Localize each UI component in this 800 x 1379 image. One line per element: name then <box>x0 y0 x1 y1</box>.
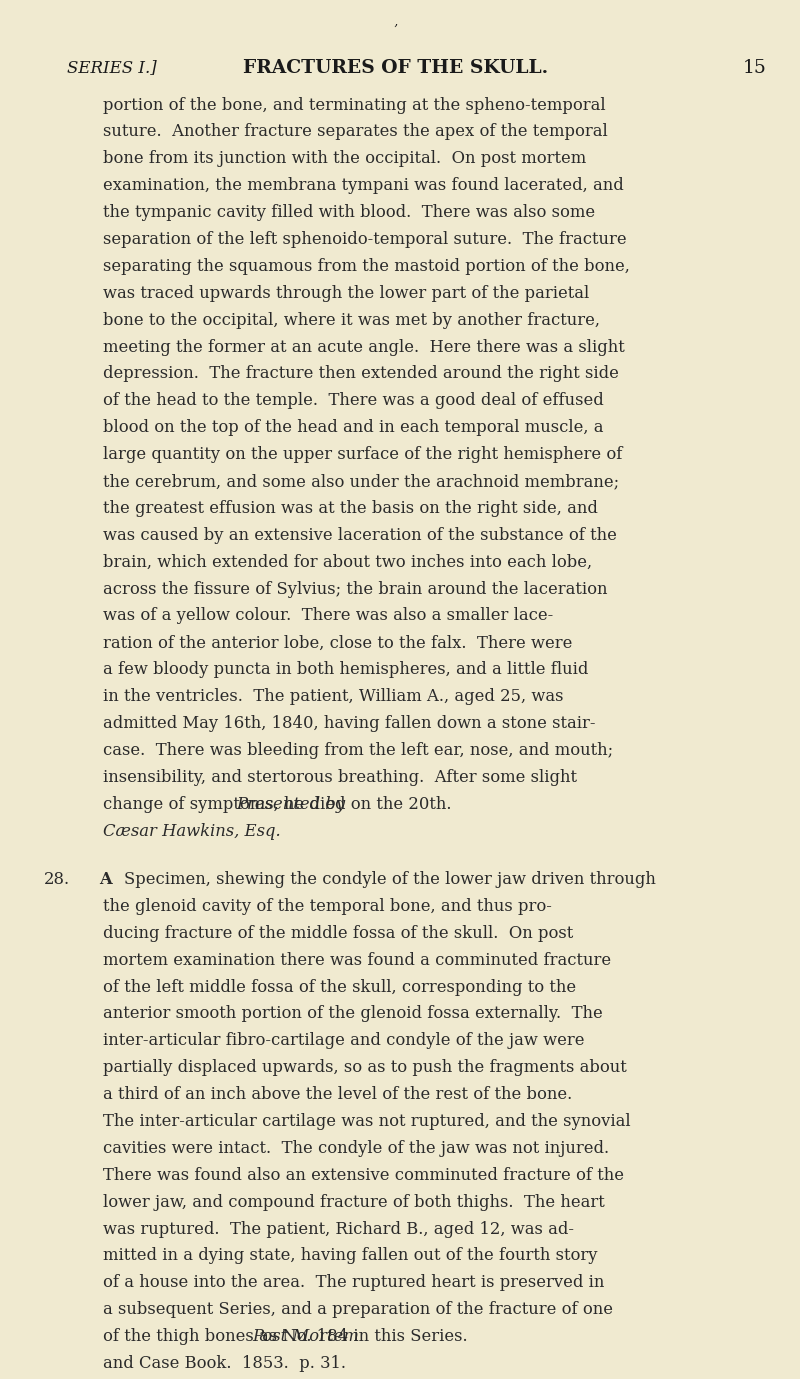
Text: insensibility, and stertorous breathing.  After some slight: insensibility, and stertorous breathing.… <box>103 768 577 786</box>
Text: inter-articular fibro-cartilage and condyle of the jaw were: inter-articular fibro-cartilage and cond… <box>103 1033 584 1049</box>
Text: of the thigh bones as No. 184 in this Series.: of the thigh bones as No. 184 in this Se… <box>103 1328 478 1345</box>
Text: admitted May 16th, 1840, having fallen down a stone stair-: admitted May 16th, 1840, having fallen d… <box>103 714 595 732</box>
Text: a subsequent Series, and a preparation of the fracture of one: a subsequent Series, and a preparation o… <box>103 1302 613 1318</box>
Text: A: A <box>99 872 111 888</box>
Text: Specimen, shewing the condyle of the lower jaw driven through: Specimen, shewing the condyle of the low… <box>124 872 656 888</box>
Text: partially displaced upwards, so as to push the fragments about: partially displaced upwards, so as to pu… <box>103 1059 626 1076</box>
Text: bone from its junction with the occipital.  On post mortem: bone from its junction with the occipita… <box>103 150 586 167</box>
Text: separating the squamous from the mastoid portion of the bone,: separating the squamous from the mastoid… <box>103 258 630 274</box>
Text: anterior smooth portion of the glenoid fossa externally.  The: anterior smooth portion of the glenoid f… <box>103 1005 602 1022</box>
Text: the glenoid cavity of the temporal bone, and thus pro-: the glenoid cavity of the temporal bone,… <box>103 898 552 914</box>
Text: of the head to the temple.  There was a good deal of effused: of the head to the temple. There was a g… <box>103 392 603 410</box>
Text: of a house into the area.  The ruptured heart is preserved in: of a house into the area. The ruptured h… <box>103 1274 604 1291</box>
Text: of the left middle fossa of the skull, corresponding to the: of the left middle fossa of the skull, c… <box>103 979 576 996</box>
Text: brain, which extended for about two inches into each lobe,: brain, which extended for about two inch… <box>103 553 592 571</box>
Text: and Case Book.  1853.  p. 31.: and Case Book. 1853. p. 31. <box>103 1356 346 1372</box>
Text: depression.  The fracture then extended around the right side: depression. The fracture then extended a… <box>103 365 618 382</box>
Text: was of a yellow colour.  There was also a smaller lace-: was of a yellow colour. There was also a… <box>103 607 553 625</box>
Text: The inter-articular cartilage was not ruptured, and the synovial: The inter-articular cartilage was not ru… <box>103 1113 630 1129</box>
Text: examination, the membrana tympani was found lacerated, and: examination, the membrana tympani was fo… <box>103 177 623 194</box>
Text: the cerebrum, and some also under the arachnoid membrane;: the cerebrum, and some also under the ar… <box>103 473 619 490</box>
Text: Presented by: Presented by <box>237 796 346 812</box>
Text: change of symptoms, he died on the 20th.: change of symptoms, he died on the 20th. <box>103 796 462 812</box>
Text: ’: ’ <box>394 23 398 36</box>
Text: case.  There was bleeding from the left ear, nose, and mouth;: case. There was bleeding from the left e… <box>103 742 613 758</box>
Text: Post Mortem: Post Mortem <box>253 1328 359 1345</box>
Text: 28.: 28. <box>43 872 70 888</box>
Text: the greatest effusion was at the basis on the right side, and: the greatest effusion was at the basis o… <box>103 499 598 517</box>
Text: Cæsar Hawkins, Esq.: Cæsar Hawkins, Esq. <box>103 822 281 840</box>
Text: portion of the bone, and terminating at the spheno-temporal: portion of the bone, and terminating at … <box>103 97 606 113</box>
Text: separation of the left sphenoido-temporal suture.  The fracture: separation of the left sphenoido-tempora… <box>103 230 626 248</box>
Text: There was found also an extensive comminuted fracture of the: There was found also an extensive commin… <box>103 1167 624 1183</box>
Text: 15: 15 <box>743 59 767 77</box>
Text: across the fissure of Sylvius; the brain around the laceration: across the fissure of Sylvius; the brain… <box>103 581 607 597</box>
Text: in the ventricles.  The patient, William A., aged 25, was: in the ventricles. The patient, William … <box>103 688 563 705</box>
Text: SERIES I.]: SERIES I.] <box>67 59 157 76</box>
Text: FRACTURES OF THE SKULL.: FRACTURES OF THE SKULL. <box>243 59 548 77</box>
Text: was traced upwards through the lower part of the parietal: was traced upwards through the lower par… <box>103 284 589 302</box>
Text: was caused by an extensive laceration of the substance of the: was caused by an extensive laceration of… <box>103 527 617 543</box>
Text: meeting the former at an acute angle.  Here there was a slight: meeting the former at an acute angle. He… <box>103 338 625 356</box>
Text: lower jaw, and compound fracture of both thighs.  The heart: lower jaw, and compound fracture of both… <box>103 1194 605 1211</box>
Text: bone to the occipital, where it was met by another fracture,: bone to the occipital, where it was met … <box>103 312 600 328</box>
Text: ducing fracture of the middle fossa of the skull.  On post: ducing fracture of the middle fossa of t… <box>103 925 573 942</box>
Text: ration of the anterior lobe, close to the falx.  There were: ration of the anterior lobe, close to th… <box>103 634 572 651</box>
Text: mortem examination there was found a comminuted fracture: mortem examination there was found a com… <box>103 952 611 968</box>
Text: large quantity on the upper surface of the right hemisphere of: large quantity on the upper surface of t… <box>103 445 622 463</box>
Text: was ruptured.  The patient, Richard B., aged 12, was ad-: was ruptured. The patient, Richard B., a… <box>103 1220 574 1237</box>
Text: suture.  Another fracture separates the apex of the temporal: suture. Another fracture separates the a… <box>103 123 607 141</box>
Text: blood on the top of the head and in each temporal muscle, a: blood on the top of the head and in each… <box>103 419 603 436</box>
Text: a third of an inch above the level of the rest of the bone.: a third of an inch above the level of th… <box>103 1087 572 1103</box>
Text: a few bloody puncta in both hemispheres, and a little fluid: a few bloody puncta in both hemispheres,… <box>103 661 588 678</box>
Text: mitted in a dying state, having fallen out of the fourth story: mitted in a dying state, having fallen o… <box>103 1248 598 1265</box>
Text: cavities were intact.  The condyle of the jaw was not injured.: cavities were intact. The condyle of the… <box>103 1140 609 1157</box>
Text: the tympanic cavity filled with blood.  There was also some: the tympanic cavity filled with blood. T… <box>103 204 595 221</box>
